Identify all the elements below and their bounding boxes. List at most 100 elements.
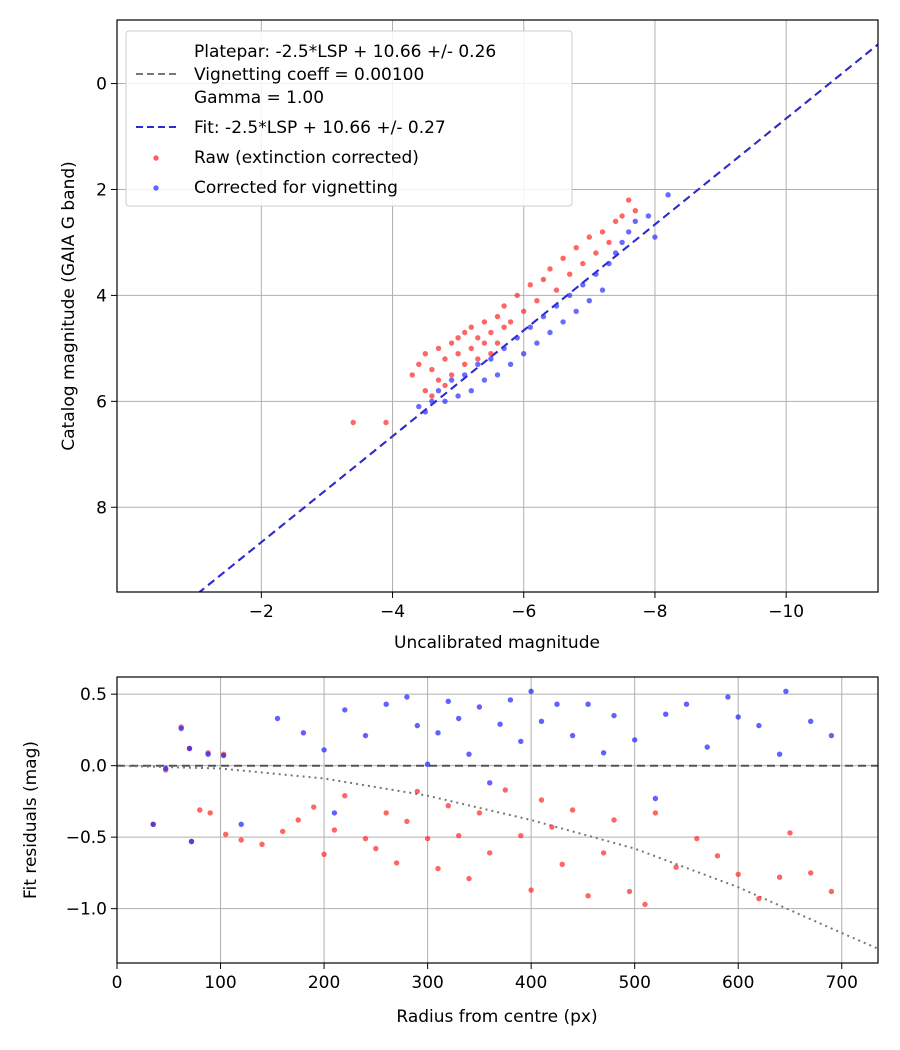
corrected-point (612, 250, 619, 256)
top-legend: Platepar: -2.5*LSP + 10.66 +/- 0.26 Vign… (125, 30, 573, 207)
corrected-point (188, 838, 195, 845)
raw-point (612, 218, 619, 224)
corrected-point (238, 821, 244, 827)
raw-point (521, 308, 527, 314)
corrected-point (540, 313, 547, 320)
raw-point (586, 234, 592, 240)
raw-point (787, 830, 793, 836)
raw-point (383, 810, 389, 816)
raw-point (593, 250, 599, 256)
corrected-point (435, 730, 441, 736)
raw-point (422, 388, 428, 394)
corrected-point (178, 725, 184, 732)
x-tick-label: −2 (249, 602, 274, 622)
raw-point (560, 255, 566, 261)
corrected-point (414, 722, 420, 729)
corrected-point (528, 688, 534, 694)
bottom-residuals-plot: 0 100 200 300 400 500 600 700 0.5 0.0 −0.5 −1.0 Ra… (21, 676, 879, 1027)
corrected-point (429, 398, 435, 404)
top-calibration-plot: −2 −4 −6 −8 −10 0 2 4 6 8 Uncalibrated magnitude… (59, 19, 879, 653)
corrected-point (518, 738, 524, 745)
raw-point (481, 319, 488, 325)
top-fit-lines (198, 43, 878, 592)
y-tick-label: 4 (96, 286, 107, 306)
raw-point (549, 824, 555, 830)
x-tick-label: 0 (112, 973, 123, 993)
x-tick-label: 400 (515, 973, 547, 993)
raw-point (383, 419, 389, 426)
raw-point (350, 419, 356, 426)
raw-point (259, 841, 265, 847)
raw-point (238, 837, 244, 843)
x-tick-label: −4 (380, 602, 405, 622)
corrected-point (756, 722, 762, 729)
corrected-point (534, 340, 540, 346)
raw-point (642, 901, 648, 908)
bottom-reference-lines (117, 764, 878, 950)
corrected-point (497, 721, 503, 727)
raw-point (599, 229, 606, 235)
corrected-point (321, 747, 327, 753)
raw-point (534, 298, 540, 304)
corrected-point (435, 388, 442, 394)
raw-point (223, 831, 229, 837)
raw-point (429, 393, 435, 399)
corrected-point (645, 213, 652, 219)
corrected-point (554, 701, 560, 707)
corrected-point (462, 372, 468, 378)
legend-corrected-label: Corrected for vignetting (194, 178, 398, 198)
corrected-point (632, 218, 638, 224)
bottom-x-ticks: 0 100 200 300 400 500 600 700 (112, 963, 858, 993)
raw-point (342, 793, 348, 799)
corrected-point (569, 732, 576, 739)
corrected-point (586, 298, 592, 304)
raw-point (611, 817, 617, 823)
corrected-point (599, 287, 606, 293)
corrected-point (626, 229, 632, 235)
top-x-ticks: −2 −4 −6 −8 −10 (249, 592, 804, 622)
legend-box (125, 30, 573, 207)
corrected-point (652, 234, 658, 240)
x-tick-label: 100 (204, 973, 236, 993)
raw-point (600, 850, 607, 856)
corrected-point (683, 701, 690, 707)
raw-point (502, 787, 508, 793)
legend-platepar-line2: Vignetting coeff = 0.00100 (194, 65, 424, 85)
corrected-point (573, 308, 579, 314)
corrected-point (527, 324, 533, 330)
y-tick-label: −1.0 (66, 900, 107, 920)
raw-point (559, 861, 565, 867)
corrected-point (331, 810, 338, 816)
raw-point (632, 208, 638, 214)
raw-point (569, 807, 576, 813)
corrected-point (494, 372, 501, 378)
corrected-point (466, 751, 472, 757)
corrected-point (342, 707, 348, 713)
corrected-point (475, 361, 481, 367)
raw-point (280, 828, 286, 835)
corrected-point (521, 351, 527, 357)
corrected-point (611, 712, 617, 719)
corrected-point (507, 697, 514, 703)
corrected-point (553, 303, 560, 309)
raw-point (442, 382, 448, 389)
raw-point (626, 197, 632, 203)
corrected-point (186, 745, 193, 752)
bottom-y-ticks: 0.5 0.0 −0.5 −1.0 (66, 685, 117, 920)
raw-point (331, 827, 338, 833)
corrected-point (476, 704, 483, 710)
corrected-point (442, 398, 448, 404)
top-scatter-points (350, 192, 671, 426)
raw-point (448, 340, 455, 346)
x-tick-label: −10 (768, 602, 804, 622)
raw-point (476, 810, 483, 816)
corrected-point (455, 393, 461, 399)
legend-platepar-line1: Platepar: -2.5*LSP + 10.66 +/- 0.26 (194, 42, 496, 62)
raw-point (619, 213, 625, 219)
corrected-point (652, 795, 659, 802)
corrected-point (735, 714, 741, 720)
raw-point (295, 817, 301, 823)
x-tick-label: 500 (618, 973, 650, 993)
raw-point (547, 266, 553, 272)
raw-point (362, 835, 369, 842)
